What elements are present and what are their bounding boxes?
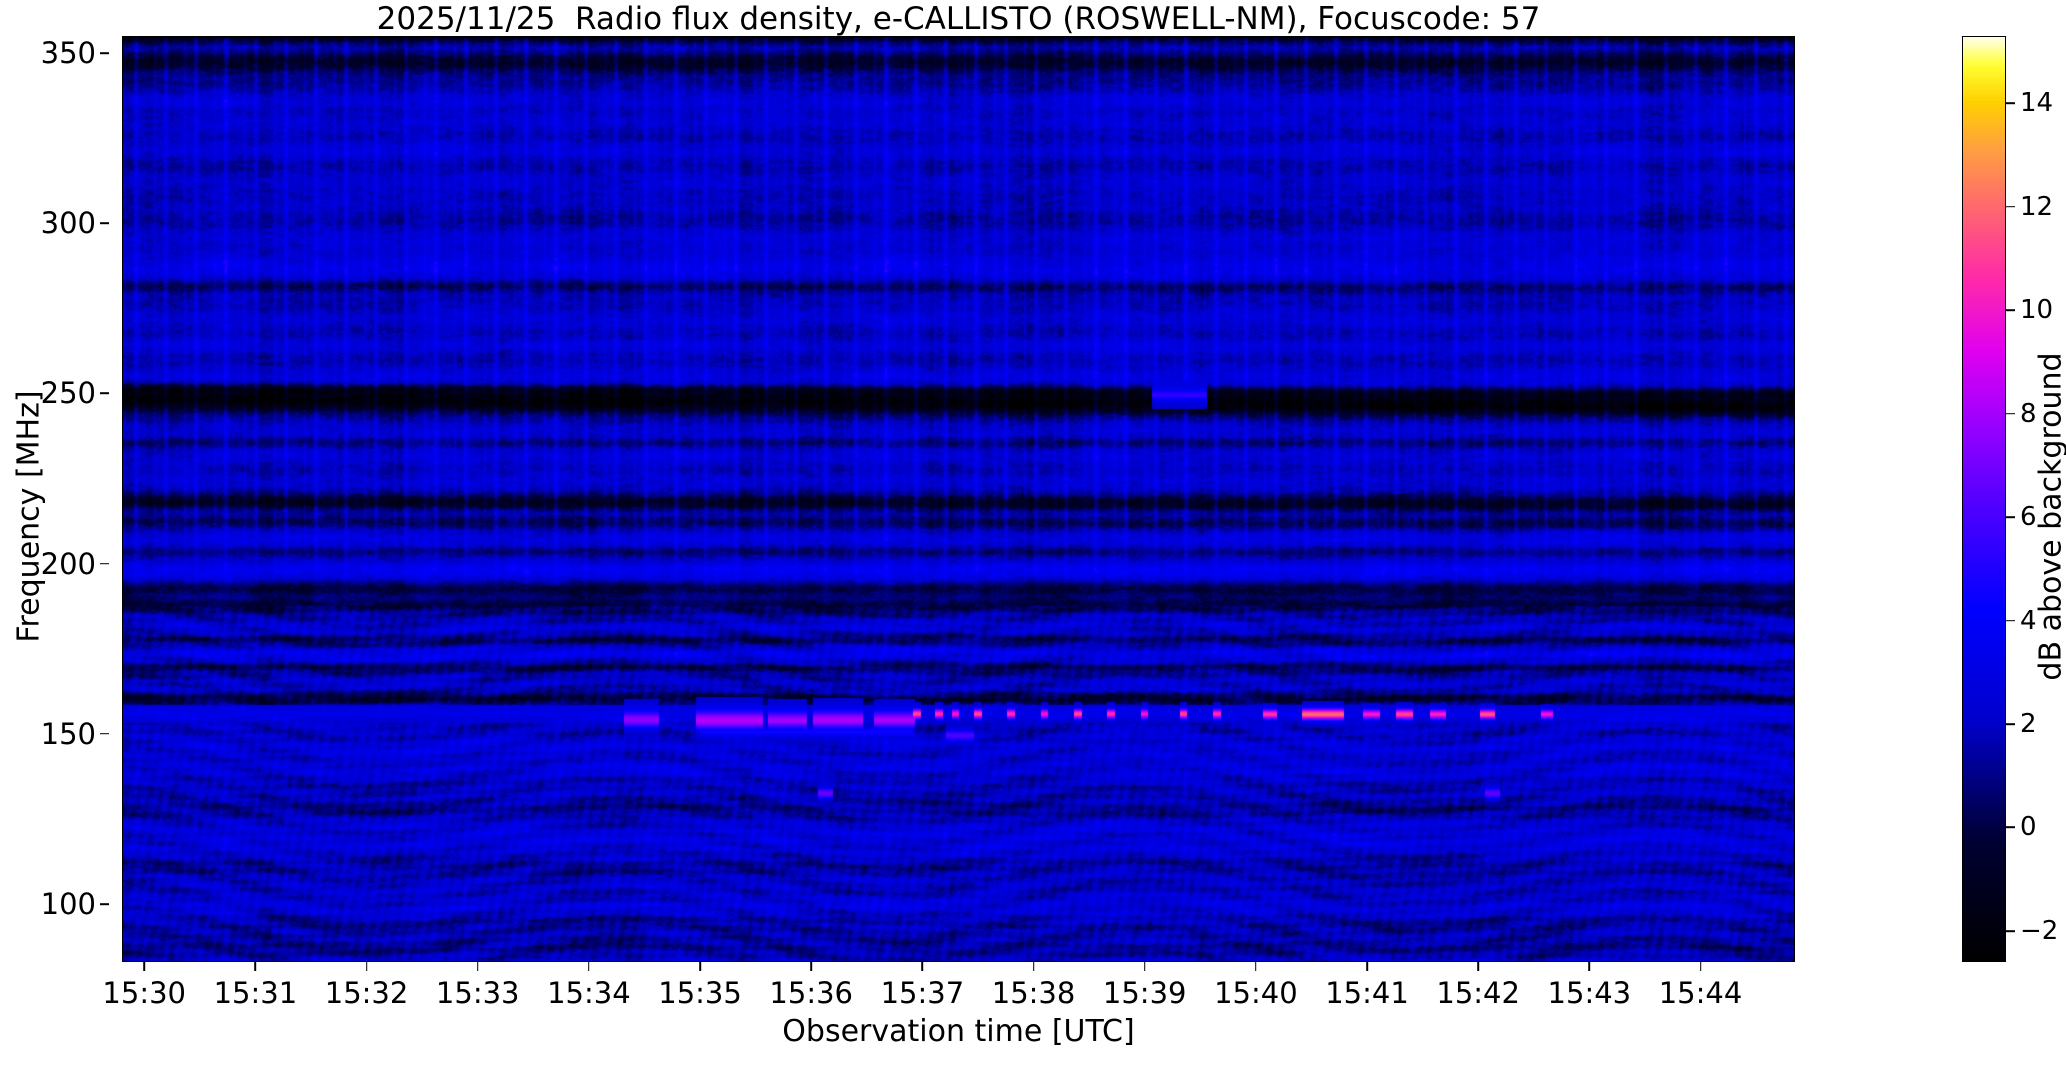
x-tick-mark <box>1588 962 1591 971</box>
y-tick-mark <box>100 903 109 905</box>
x-tick-mark <box>1255 962 1257 971</box>
colorbar-tick-label: −2 <box>2020 915 2059 946</box>
y-tick-label: 250 <box>40 376 96 411</box>
x-tick-label: 15:39 <box>1102 976 1187 1010</box>
x-tick-label: 15:36 <box>769 976 853 1010</box>
x-axis-label: Observation time [UTC] <box>782 1014 1135 1049</box>
x-tick-mark <box>699 962 701 971</box>
colorbar-tick-label: 10 <box>2020 295 2054 326</box>
y-tick-label: 300 <box>40 206 96 241</box>
x-tick-label: 15:40 <box>1214 976 1298 1010</box>
x-tick-label: 15:33 <box>435 976 520 1010</box>
y-axis-label: Frequency [MHz] <box>11 390 47 643</box>
spectrogram-image[interactable] <box>123 37 1794 961</box>
x-tick-label: 15:41 <box>1325 976 1409 1010</box>
y-tick-label: 150 <box>40 716 96 751</box>
colorbar-ticks: −2 0 2 4 6 8 10 12 14 <box>2006 36 2066 962</box>
colorbar-tick-mark <box>2006 723 2015 725</box>
x-tick-mark <box>1366 962 1368 971</box>
y-axis-ticks: 350 300 250 200 150 100 <box>0 36 122 962</box>
colorbar-tick-label: 4 <box>2020 605 2037 636</box>
x-tick-label: 15:38 <box>991 976 1076 1010</box>
x-tick-mark <box>588 962 590 971</box>
x-tick-mark <box>143 962 146 971</box>
colorbar[interactable] <box>1962 36 2006 962</box>
y-tick-mark <box>100 562 109 565</box>
y-tick-mark <box>100 392 109 395</box>
y-tick-mark <box>100 733 109 735</box>
x-tick-label: 15:44 <box>1658 976 1743 1010</box>
colorbar-tick-mark <box>2006 619 2015 622</box>
x-tick-mark <box>254 962 257 971</box>
x-tick-mark <box>1032 962 1035 971</box>
x-tick-mark <box>1143 962 1146 971</box>
colorbar-tick-label: 2 <box>2020 709 2037 740</box>
colorbar-tick-mark <box>2006 205 2015 208</box>
colorbar-tick-label: 14 <box>2020 88 2054 119</box>
y-tick-label: 200 <box>40 546 96 581</box>
colorbar-tick-mark <box>2006 102 2015 105</box>
colorbar-tick-label: 8 <box>2020 398 2037 429</box>
colorbar-tick-label: 12 <box>2020 191 2054 222</box>
x-tick-label: 15:30 <box>102 976 187 1010</box>
y-tick-label: 100 <box>40 887 96 922</box>
page-title: 2025/11/25 Radio flux density, e-CALLIST… <box>376 1 1541 37</box>
colorbar-label: dB above background <box>2033 352 2066 681</box>
x-tick-label: 15:31 <box>213 976 298 1010</box>
x-tick-mark <box>365 962 368 971</box>
y-tick-mark <box>100 52 109 54</box>
x-tick-label: 15:43 <box>1547 976 1632 1010</box>
x-tick-mark <box>1477 962 1479 971</box>
x-tick-mark <box>476 962 479 971</box>
x-tick-label: 15:42 <box>1436 976 1520 1010</box>
x-axis-ticks: 15:30 15:31 15:32 15:33 15:34 15:35 15:36 15:37… <box>102 962 1795 1012</box>
colorbar-tick-mark <box>2006 412 2015 415</box>
colorbar-tick-mark <box>2006 516 2015 518</box>
x-tick-label: 15:35 <box>658 976 742 1010</box>
x-tick-mark <box>1699 962 1702 971</box>
x-tick-label: 15:37 <box>880 976 965 1010</box>
colorbar-tick-mark <box>2006 930 2015 932</box>
y-tick-label: 350 <box>40 36 96 71</box>
colorbar-tick-label: 6 <box>2020 502 2037 533</box>
colorbar-gradient <box>1963 37 2005 961</box>
colorbar-tick-label: 0 <box>2020 812 2037 843</box>
spectrogram-axes[interactable] <box>122 36 1795 962</box>
colorbar-tick-mark <box>2006 826 2015 829</box>
x-tick-mark <box>921 962 924 971</box>
x-tick-label: 15:32 <box>324 976 409 1010</box>
x-tick-label: 15:34 <box>547 976 631 1010</box>
colorbar-tick-mark <box>2006 309 2015 311</box>
y-tick-mark <box>100 222 109 225</box>
x-tick-mark <box>810 962 812 971</box>
